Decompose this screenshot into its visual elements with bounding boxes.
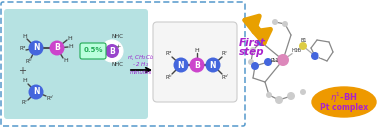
Circle shape: [206, 57, 220, 72]
Circle shape: [275, 96, 283, 104]
Text: B: B: [194, 61, 200, 70]
Text: R$^b$: R$^b$: [25, 56, 33, 66]
Circle shape: [251, 62, 259, 70]
Text: H: H: [68, 35, 72, 40]
Text: N: N: [33, 88, 39, 97]
Text: R$^d$: R$^d$: [221, 72, 229, 82]
Text: step: step: [239, 47, 265, 57]
Text: NHC: NHC: [112, 62, 124, 67]
Text: First: First: [239, 38, 265, 48]
FancyBboxPatch shape: [4, 9, 148, 119]
Text: $\eta^1$-BH: $\eta^1$-BH: [330, 91, 358, 105]
Circle shape: [266, 92, 272, 98]
Ellipse shape: [312, 87, 376, 117]
Text: H: H: [69, 44, 73, 49]
Circle shape: [277, 54, 289, 66]
Circle shape: [300, 89, 306, 95]
Text: H: H: [23, 78, 27, 83]
Circle shape: [293, 50, 297, 55]
Text: N5: N5: [318, 54, 324, 58]
FancyBboxPatch shape: [153, 22, 237, 102]
Text: R$^c$: R$^c$: [221, 50, 229, 58]
Text: H1b: H1b: [292, 47, 302, 52]
Circle shape: [287, 92, 295, 100]
Circle shape: [299, 42, 307, 50]
Text: +: +: [18, 66, 26, 76]
Circle shape: [105, 44, 119, 58]
Text: B1: B1: [301, 38, 307, 42]
Circle shape: [248, 59, 254, 65]
Text: N: N: [178, 61, 184, 70]
Text: N: N: [210, 61, 216, 70]
Text: rt, CH$_2$Cl$_2$: rt, CH$_2$Cl$_2$: [127, 54, 155, 62]
Text: minutes: minutes: [130, 70, 152, 74]
Text: R$^d$: R$^d$: [46, 93, 54, 103]
Text: R$^a$: R$^a$: [19, 45, 27, 53]
Text: 0.5%: 0.5%: [83, 47, 103, 54]
FancyBboxPatch shape: [80, 43, 106, 59]
Text: NHC: NHC: [112, 35, 124, 40]
Circle shape: [282, 21, 288, 27]
Text: H: H: [64, 57, 68, 62]
Circle shape: [272, 19, 278, 25]
Circle shape: [101, 40, 123, 62]
Text: B: B: [109, 46, 115, 56]
Circle shape: [28, 84, 43, 99]
Text: R$^c$: R$^c$: [21, 99, 29, 107]
Text: H: H: [195, 47, 199, 52]
Text: N: N: [33, 44, 39, 52]
Circle shape: [257, 38, 265, 46]
Circle shape: [311, 52, 319, 60]
Text: Pt1: Pt1: [271, 57, 279, 62]
Text: - 2 H$_2$: - 2 H$_2$: [132, 61, 150, 70]
FancyArrowPatch shape: [245, 16, 271, 43]
Circle shape: [28, 40, 43, 56]
Text: +: +: [115, 44, 121, 49]
Circle shape: [250, 47, 256, 53]
Circle shape: [264, 58, 272, 66]
Text: B: B: [54, 44, 60, 52]
Text: H: H: [23, 34, 27, 39]
Circle shape: [50, 40, 65, 56]
Text: Pt complex: Pt complex: [320, 103, 368, 111]
Circle shape: [189, 57, 204, 72]
Text: R$^a$: R$^a$: [165, 50, 173, 58]
Text: R$^b$: R$^b$: [165, 72, 173, 82]
Circle shape: [174, 57, 189, 72]
